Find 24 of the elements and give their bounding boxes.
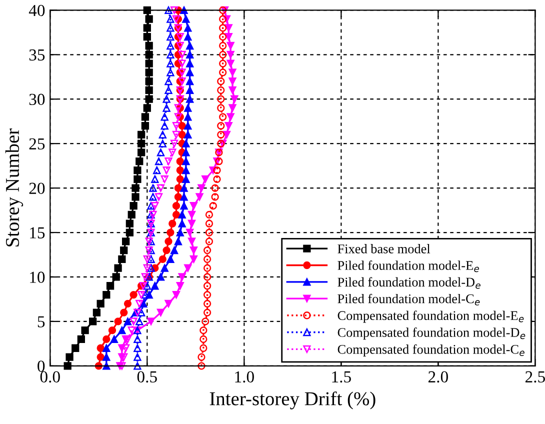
y-tick-label: 40 <box>28 4 45 16</box>
legend-label: Compensated foundation model-E$_{e}$ <box>338 310 524 323</box>
legend-label: Piled foundation model-C$_{e}$ <box>338 294 480 306</box>
legend-label: Fixed base model <box>338 244 430 254</box>
x-tick-label: 1.5 <box>332 371 351 383</box>
y-tick-label: 25 <box>29 138 45 150</box>
legend-label: Piled foundation model-E$_{e}$ <box>338 260 479 272</box>
x-tick-label: 1.0 <box>235 371 254 383</box>
y-tick-label: 30 <box>29 94 45 106</box>
y-tick-label: 20 <box>29 182 45 194</box>
legend-label: Piled foundation model-D$_{e}$ <box>338 277 480 289</box>
y-tick-label: 35 <box>29 49 45 61</box>
x-tick-label: 0.5 <box>137 371 157 383</box>
x-tick-label: 2.5 <box>526 371 545 383</box>
y-tick-label: 15 <box>30 227 45 238</box>
x-tick-label: 0.0 <box>40 371 60 383</box>
x-tick-label: 2.0 <box>428 371 448 383</box>
x-axis-title: Inter-storey Drift (%) <box>210 391 376 410</box>
legend-label: Compensated foundation model-C$_{e}$ <box>338 344 524 357</box>
y-axis-title: Storey Number <box>5 128 24 246</box>
legend-label: Compensated foundation model-D$_{e}$ <box>338 328 526 340</box>
y-tick-label: 0 <box>38 360 45 372</box>
y-tick-label: 10 <box>30 272 45 283</box>
y-tick-label: 5 <box>38 316 45 328</box>
